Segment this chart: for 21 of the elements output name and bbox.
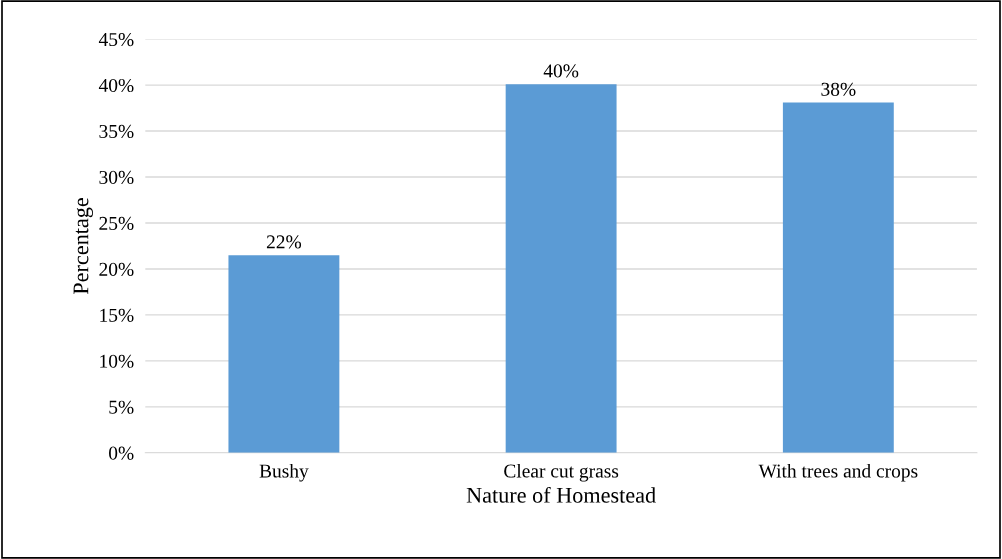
bar bbox=[505, 84, 617, 453]
y-tick-label: 10% bbox=[100, 354, 134, 368]
bar bbox=[782, 102, 894, 453]
bar bbox=[228, 255, 340, 453]
x-tick-label: Bushy bbox=[259, 463, 309, 482]
y-tick-label: 45% bbox=[98, 32, 134, 47]
y-tick-label: 25% bbox=[99, 216, 134, 230]
y-tick-label: 35% bbox=[99, 124, 134, 139]
x-axis-title: Nature of Homestead bbox=[466, 486, 656, 503]
x-tick-label: With trees and crops bbox=[758, 463, 918, 482]
y-axis-title: Percentage bbox=[73, 198, 93, 295]
y-tick-label: 40% bbox=[98, 78, 134, 93]
y-tick-label: 30% bbox=[99, 170, 134, 185]
y-tick-label: 0% bbox=[109, 446, 134, 460]
data-label: 22% bbox=[266, 235, 302, 249]
x-tick-label: Clear cut grass bbox=[504, 463, 619, 482]
y-tick-label: 20% bbox=[99, 262, 134, 276]
data-label: 38% bbox=[821, 82, 856, 96]
data-label: 40% bbox=[543, 64, 579, 78]
y-tick-label: 5% bbox=[109, 400, 134, 414]
y-tick-label: 15% bbox=[100, 308, 134, 322]
